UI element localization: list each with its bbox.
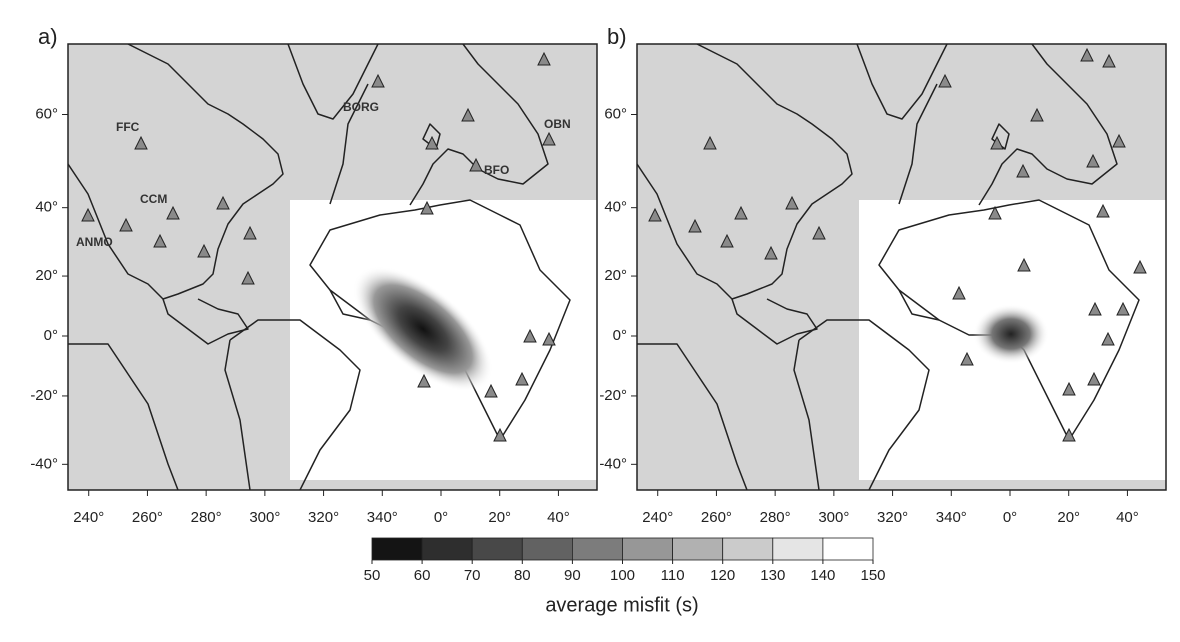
- frame: [636, 43, 1167, 491]
- colorbar-tick-label: 70: [464, 567, 481, 584]
- lon-tick-label: 0°: [1003, 509, 1017, 526]
- colorbar-segment: [822, 537, 874, 561]
- station-label: CCM: [140, 192, 167, 206]
- lon-tick-label: 260°: [132, 509, 163, 526]
- colorbar-tick-label: 120: [710, 567, 735, 584]
- lon-tick-label: 240°: [642, 509, 673, 526]
- lat-tick-label: 0°: [613, 327, 627, 344]
- map: [637, 44, 1166, 490]
- lat-tick-label: -40°: [30, 455, 58, 472]
- colorbar: average misfit (s) 50 60 70 80 90 100 110 120 13…: [364, 537, 886, 616]
- lat-tick-label: 0°: [44, 327, 58, 344]
- station-label: OBN: [544, 117, 571, 131]
- panel-a: a) FFC CCM ANMO BORG OBN BFO: [38, 24, 598, 491]
- colorbar-segment: [421, 537, 473, 561]
- station-label: BORG: [343, 100, 379, 114]
- map: FFC CCM ANMO BORG OBN BFO: [68, 44, 597, 490]
- lon-tick-label: 240°: [73, 509, 104, 526]
- colorbar-tick-label: 90: [564, 567, 581, 584]
- station-label: BFO: [484, 163, 509, 177]
- colorbar-tick-label: 110: [661, 567, 685, 584]
- panel-b: b): [607, 24, 1167, 491]
- colorbar-segment: [572, 537, 623, 561]
- lat-tick-label: -20°: [599, 387, 627, 404]
- lon-tick-label: 320°: [308, 509, 339, 526]
- lat-tick-label: 60°: [35, 105, 58, 122]
- lon-tick-label: 280°: [760, 509, 791, 526]
- lat-tick-label: 60°: [604, 105, 627, 122]
- lat-tick-label: 20°: [35, 267, 58, 284]
- station-label: FFC: [116, 120, 140, 134]
- lat-tick-label: 40°: [35, 199, 58, 216]
- colorbar-tick-label: 50: [364, 567, 381, 584]
- colorbar-segment: [722, 537, 774, 561]
- colorbar-tick-label: 100: [610, 567, 635, 584]
- lon-tick-label: 300°: [818, 509, 849, 526]
- colorbar-tick-label: 60: [414, 567, 431, 584]
- misfit-field: [973, 304, 1049, 364]
- lon-tick-label: 0°: [434, 509, 448, 526]
- colorbar-tick-label: 150: [860, 567, 885, 584]
- lat-tick-label: 40°: [604, 199, 627, 216]
- misfit-field: [352, 266, 494, 392]
- lon-tick-label: 260°: [701, 509, 732, 526]
- lon-tick-label: 320°: [877, 509, 908, 526]
- lon-tick-label: 300°: [249, 509, 280, 526]
- lat-tick-label: -40°: [599, 455, 627, 472]
- colorbar-segment: [772, 537, 824, 561]
- colorbar-segment: [672, 537, 724, 561]
- lat-tick-label: -20°: [30, 387, 58, 404]
- colorbar-tick-label: 80: [514, 567, 531, 584]
- station-label: ANMO: [76, 235, 113, 249]
- lon-tick-label: 340°: [367, 509, 398, 526]
- colorbar-tick-label: 130: [760, 567, 785, 584]
- panel-label: b): [607, 24, 627, 49]
- lon-tick-label: 280°: [191, 509, 222, 526]
- lon-tick-label: 340°: [936, 509, 967, 526]
- colorbar-segment: [622, 537, 673, 561]
- lon-tick-label: 20°: [1057, 509, 1080, 526]
- colorbar-segment: [371, 537, 423, 561]
- colorbar-label: average misfit (s): [545, 594, 698, 616]
- frame: [67, 43, 598, 491]
- colorbar-segment: [521, 537, 573, 561]
- colorbar-tick-label: 140: [810, 567, 835, 584]
- lon-tick-label: 20°: [488, 509, 511, 526]
- lat-tick-label: 20°: [604, 267, 627, 284]
- colorbar-segment: [471, 537, 523, 561]
- lon-tick-label: 40°: [1116, 509, 1139, 526]
- panel-label: a): [38, 24, 58, 49]
- lon-tick-label: 40°: [547, 509, 570, 526]
